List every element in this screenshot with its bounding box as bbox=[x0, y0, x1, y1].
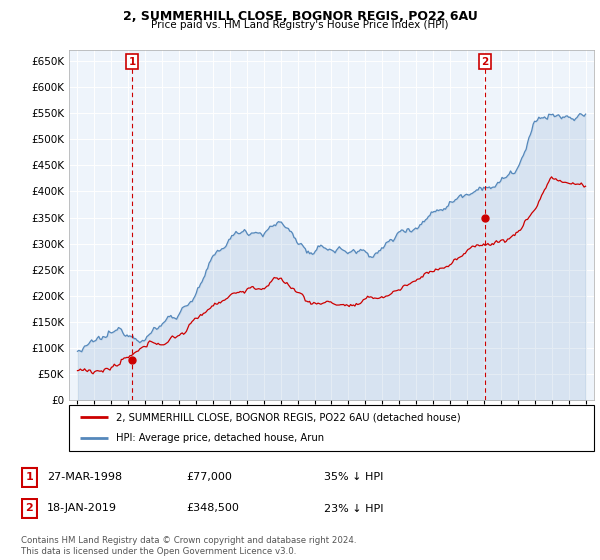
Text: 2: 2 bbox=[26, 503, 33, 514]
Text: Contains HM Land Registry data © Crown copyright and database right 2024.
This d: Contains HM Land Registry data © Crown c… bbox=[21, 536, 356, 556]
Text: 2, SUMMERHILL CLOSE, BOGNOR REGIS, PO22 6AU (detached house): 2, SUMMERHILL CLOSE, BOGNOR REGIS, PO22 … bbox=[116, 412, 461, 422]
FancyBboxPatch shape bbox=[22, 468, 37, 487]
Text: 18-JAN-2019: 18-JAN-2019 bbox=[47, 503, 117, 514]
Text: 2: 2 bbox=[481, 57, 488, 67]
Text: 1: 1 bbox=[128, 57, 136, 67]
Text: 2, SUMMERHILL CLOSE, BOGNOR REGIS, PO22 6AU: 2, SUMMERHILL CLOSE, BOGNOR REGIS, PO22 … bbox=[122, 10, 478, 23]
Text: £348,500: £348,500 bbox=[186, 503, 239, 514]
FancyBboxPatch shape bbox=[69, 405, 594, 451]
Text: Price paid vs. HM Land Registry's House Price Index (HPI): Price paid vs. HM Land Registry's House … bbox=[151, 20, 449, 30]
Text: £77,000: £77,000 bbox=[186, 472, 232, 482]
FancyBboxPatch shape bbox=[22, 499, 37, 518]
Text: 27-MAR-1998: 27-MAR-1998 bbox=[47, 472, 122, 482]
Text: 23% ↓ HPI: 23% ↓ HPI bbox=[324, 503, 383, 514]
Text: 1: 1 bbox=[26, 472, 33, 482]
Text: 35% ↓ HPI: 35% ↓ HPI bbox=[324, 472, 383, 482]
Text: HPI: Average price, detached house, Arun: HPI: Average price, detached house, Arun bbox=[116, 433, 325, 444]
